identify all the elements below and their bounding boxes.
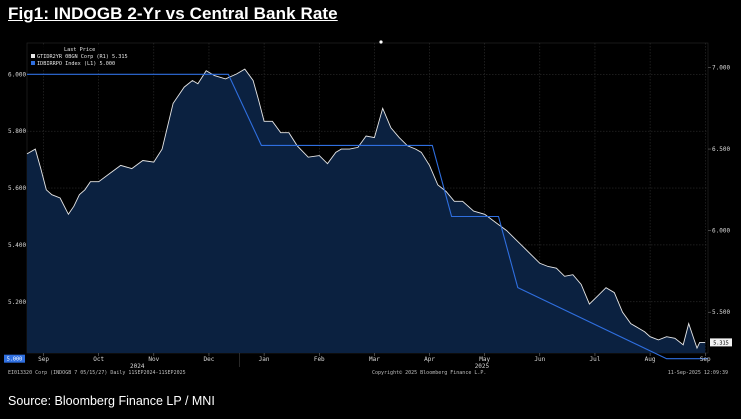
x-axis-month-label: Sep [700, 356, 711, 363]
last-value-label-policy: 5.000 [7, 357, 23, 363]
right-axis-tick-label: 6.500 [712, 146, 730, 153]
x-axis-month-label: Feb [314, 356, 325, 363]
legend-box [29, 46, 129, 70]
series-line-indogb-2yr [26, 68, 706, 350]
x-axis-month-label: Aug [645, 356, 656, 363]
x-axis-month-label: Oct [93, 356, 104, 363]
left-axis-tick-label: 6.000 [8, 71, 26, 78]
x-axis-year-label: 2024 [130, 363, 145, 370]
legend-entry-policy: IDBIRRPO Index (L1) 5.000 [37, 61, 115, 67]
x-axis-month-label: Dec [204, 356, 215, 363]
last-value-box-indogb [710, 338, 732, 347]
footer-security: EI013320 Corp (INDOGB 7 05/15/27) Daily … [8, 370, 186, 376]
right-axis-tick-label: 5.500 [712, 309, 730, 316]
x-axis-month-label: Jan [259, 356, 270, 363]
source-note: Source: Bloomberg Finance LP / MNI [8, 394, 215, 408]
footer-copyright: Copyright© 2025 Bloomberg Finance L.P. [372, 370, 486, 376]
series-line-policy-rate [27, 73, 708, 360]
x-axis-month-label: Mar [369, 356, 380, 363]
x-axis-month-label: Jun [534, 356, 545, 363]
legend-swatch-policy [31, 61, 35, 65]
x-axis-month-label: Sep [38, 356, 49, 363]
right-axis-tick-label: 6.000 [712, 228, 730, 235]
left-axis-tick-label: 5.400 [8, 242, 26, 249]
left-axis-tick-label: 5.200 [8, 299, 26, 306]
legend-entry-indogb: GTIDR2YR 0BGN Corp (R1) 5.315 [37, 54, 128, 60]
marker-dot [379, 40, 383, 44]
x-axis-month-label: Nov [148, 356, 159, 363]
legend-header: Last Price [64, 47, 95, 53]
x-axis-month-label: Jul [590, 356, 601, 363]
x-axis-month-label: May [479, 356, 490, 363]
left-axis-tick-label: 5.600 [8, 185, 26, 192]
footer-timestamp: 11-Sep-2025 12:09:39 [668, 370, 728, 376]
right-axis-tick-label: 7.000 [712, 64, 730, 71]
page-title: Fig1: INDOGB 2-Yr vs Central Bank Rate [8, 4, 338, 23]
left-axis-tick-label: 5.800 [8, 128, 26, 135]
last-value-label-indogb: 5.315 [713, 340, 729, 346]
x-axis-month-label: Apr [424, 356, 435, 363]
series-area-fill [27, 69, 706, 353]
legend-swatch-indogb [31, 54, 35, 58]
x-axis-year-label: 2025 [475, 363, 490, 370]
last-value-box-policy [4, 354, 25, 363]
